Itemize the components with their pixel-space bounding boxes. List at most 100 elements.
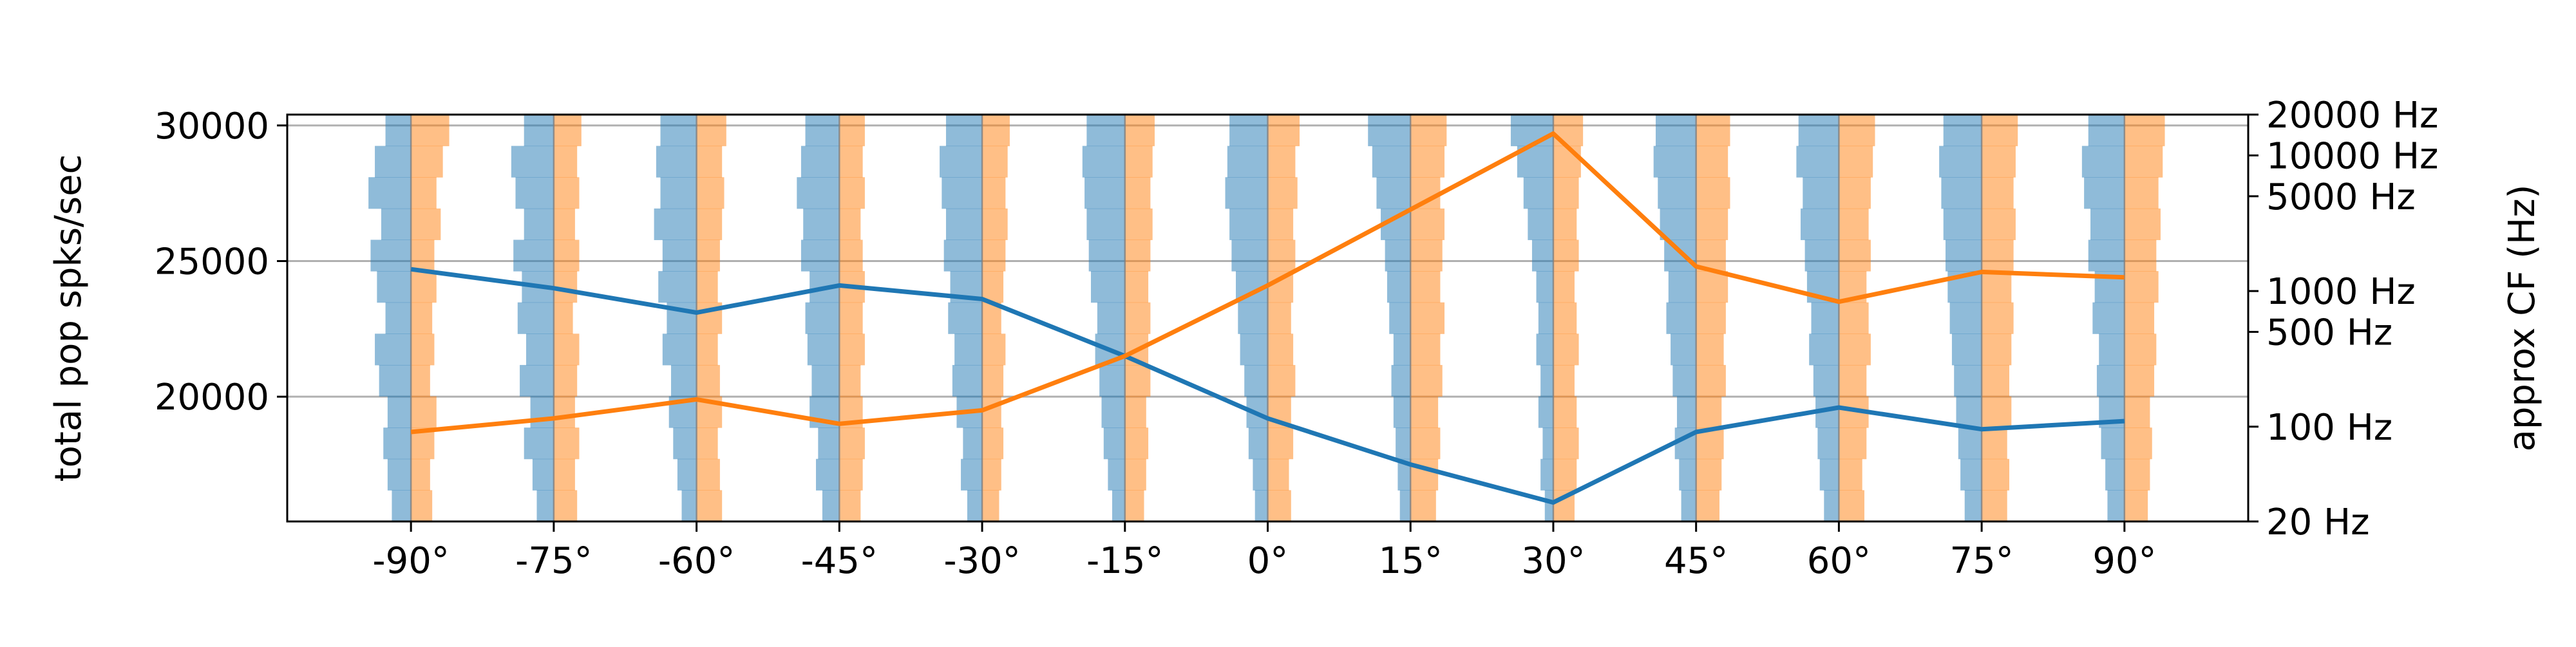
distribution-bar-left: [1819, 458, 1839, 491]
distribution-bar-left: [963, 427, 983, 460]
distribution-bar-right: [839, 208, 861, 240]
distribution-bar-right: [1124, 458, 1146, 491]
distribution-bar-left: [524, 115, 554, 147]
distribution-bar-right: [411, 115, 450, 147]
distribution-bar-left: [375, 145, 412, 178]
x-tick-label: 90°: [2092, 540, 2156, 582]
distribution-bar-right: [1124, 396, 1146, 428]
distribution-layer: [368, 115, 2165, 522]
series-layer: [410, 131, 2125, 505]
distribution-bar-right: [553, 208, 575, 240]
distribution-bar-right: [1124, 427, 1149, 460]
distribution-bar-right: [982, 396, 1001, 428]
distribution-bar-left: [532, 458, 554, 491]
left-y-tick-label: 25000: [155, 241, 269, 283]
distribution-bar-left: [1943, 208, 1982, 240]
distribution-bar-right: [1124, 271, 1149, 303]
distribution-bar-left: [1824, 490, 1839, 522]
distribution-bar-right: [982, 364, 1004, 397]
distribution-bar-right: [411, 177, 437, 209]
distribution-bar-left: [1655, 115, 1696, 147]
distribution-bar-left: [797, 177, 840, 209]
distribution-bar-right: [1553, 364, 1575, 397]
distribution-bar-left: [2084, 177, 2125, 209]
distribution-bar-left: [1372, 145, 1411, 178]
distribution-bar-right: [696, 333, 718, 366]
distribution-bar-right: [839, 177, 865, 209]
distribution-bar-right: [1124, 208, 1153, 240]
distribution-bar-left: [1951, 333, 1982, 366]
distribution-bar-left: [387, 396, 412, 428]
right-axis-title: approx CF (Hz): [2501, 185, 2543, 452]
distribution-bar-left: [368, 177, 412, 209]
distribution-bar-right: [2124, 145, 2163, 178]
distribution-bar-left: [517, 302, 554, 334]
distribution-bar-left: [377, 271, 412, 303]
series-line-1: [410, 267, 2125, 505]
distribution-bar-right: [1124, 239, 1151, 272]
distribution-bar-left: [1960, 458, 1982, 491]
distribution-bar-right: [1410, 333, 1441, 366]
distribution-bar-right: [1982, 364, 2010, 397]
distribution-bar-left: [811, 364, 840, 397]
distribution-bar-right: [982, 239, 1006, 272]
x-tick-label: -60°: [658, 540, 735, 582]
distribution-bar-right: [2124, 239, 2157, 272]
distribution-bar-right: [982, 490, 999, 522]
distribution-bar-left: [800, 145, 840, 178]
distribution-bar-left: [954, 333, 983, 366]
distribution-bar-left: [1817, 427, 1839, 460]
distribution-bar-right: [553, 427, 580, 460]
distribution-bar-right: [1410, 271, 1441, 303]
distribution-bar-left: [1536, 271, 1553, 303]
distribution-bar-right: [1553, 302, 1577, 334]
distribution-bar-left: [967, 490, 983, 522]
distribution-bar-left: [1941, 177, 1982, 209]
distribution-bar-left: [942, 177, 983, 209]
distribution-bar-left: [2081, 145, 2125, 178]
distribution-bar-right: [1410, 145, 1445, 178]
distribution-bar-left: [1112, 490, 1125, 522]
distribution-bar-left: [1103, 427, 1125, 460]
distribution-bar-right: [1839, 490, 1864, 522]
distribution-bar-left: [1954, 364, 1982, 397]
distribution-bar-right: [2124, 396, 2150, 428]
distribution-bar-left: [660, 177, 697, 209]
distribution-bar-right: [1839, 364, 1867, 397]
right-y-tick-label: 500 Hz: [2266, 312, 2392, 354]
distribution-bar-left: [673, 427, 697, 460]
distribution-bar-right: [1696, 302, 1726, 334]
distribution-bar-right: [839, 490, 861, 522]
distribution-bar-right: [2124, 364, 2155, 397]
distribution-bar-left: [662, 239, 697, 272]
right-y-tick-label: 5000 Hz: [2266, 176, 2416, 218]
distribution-bar-right: [411, 302, 433, 334]
distribution-bar-right: [411, 145, 443, 178]
distribution-bar-left: [677, 458, 697, 491]
distribution-bar-right: [982, 177, 1006, 209]
distribution-bar-right: [696, 115, 726, 147]
distribution-bar-right: [1410, 396, 1439, 428]
distribution-bar-left: [1964, 490, 1982, 522]
distribution-bar-right: [2124, 115, 2165, 147]
distribution-bar-left: [381, 208, 412, 240]
distribution-bar-left: [1082, 145, 1125, 178]
distribution-bar-right: [1696, 271, 1728, 303]
distribution-bar-left: [530, 396, 554, 428]
distribution-bar-right: [2124, 177, 2159, 209]
distribution-bar-right: [982, 271, 1004, 303]
distribution-bar-left: [2107, 490, 2125, 522]
distribution-bar-right: [1553, 177, 1579, 209]
distribution-bar-left: [2099, 333, 2125, 366]
distribution-bar-left: [526, 333, 554, 366]
distribution-bar-left: [1376, 177, 1411, 209]
distribution-bar-left: [945, 208, 983, 240]
axis-layer: -90° -75° -60° -45° -30° -15° 0° 15° 30° 45° 60° 75…: [155, 95, 2439, 582]
distribution-bar-left: [1084, 177, 1125, 209]
distribution-bar-left: [1653, 145, 1696, 178]
distribution-bar-right: [1696, 177, 1730, 209]
distribution-bar-left: [1393, 396, 1411, 428]
distribution-bar-right: [1553, 458, 1577, 491]
